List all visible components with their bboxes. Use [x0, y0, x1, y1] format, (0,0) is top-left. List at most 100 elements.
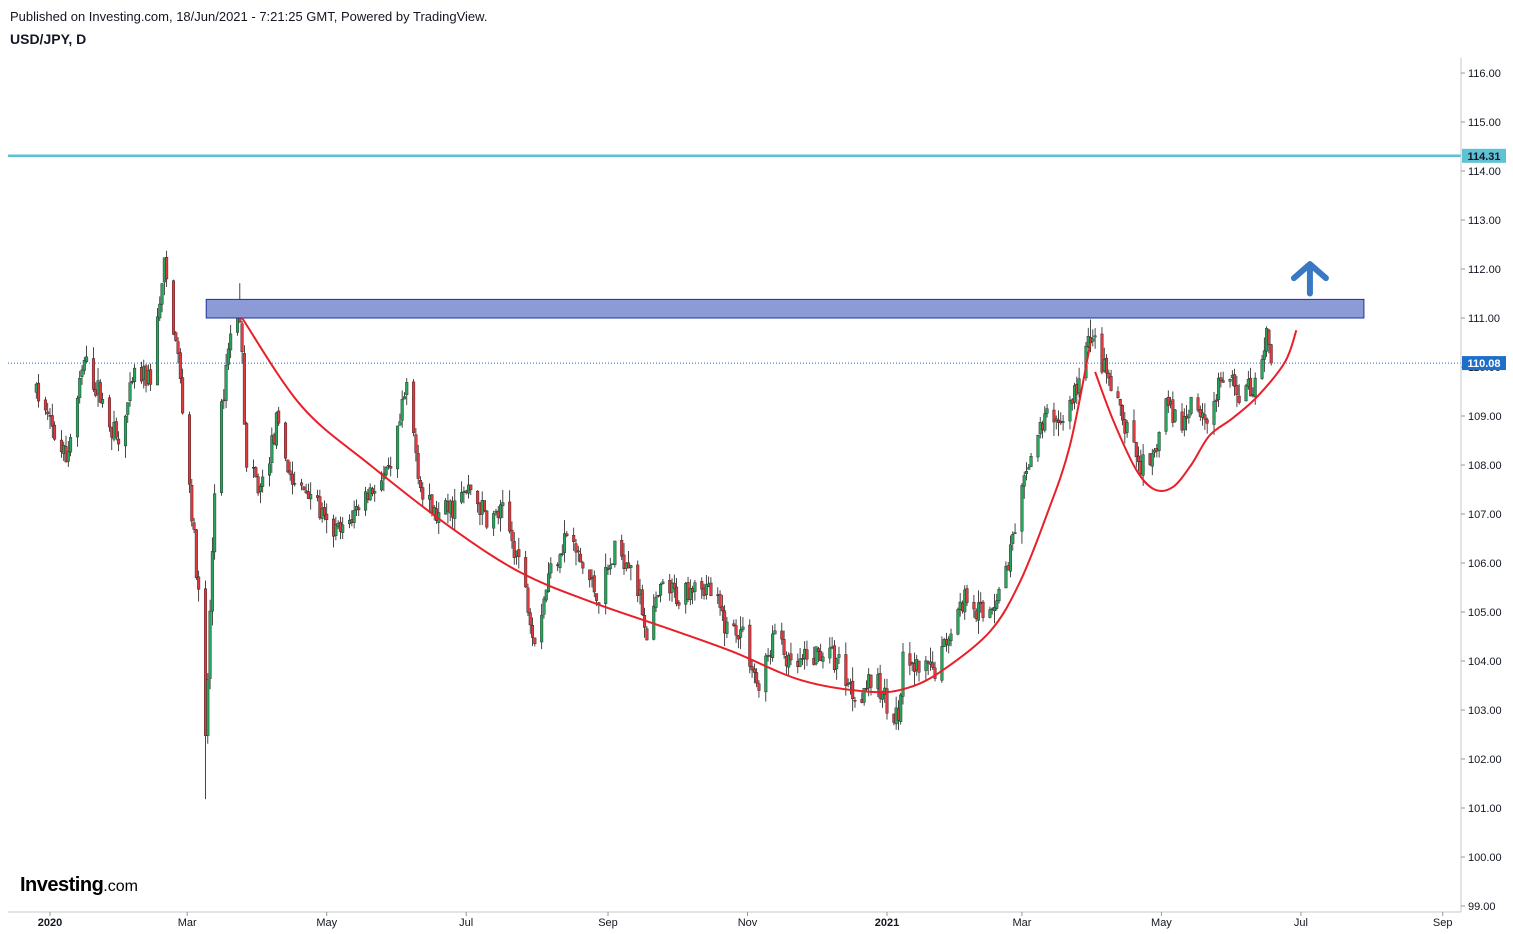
candle — [844, 642, 848, 696]
candle — [373, 484, 377, 502]
candle-body — [174, 332, 178, 341]
candle-body — [526, 587, 530, 613]
candle — [114, 417, 118, 441]
cup-curve[interactable] — [241, 317, 1092, 694]
candle — [1187, 409, 1191, 424]
y-tick-label: 101.00 — [1468, 803, 1502, 815]
candle — [155, 307, 159, 386]
candle-body — [709, 582, 713, 597]
candle-body — [976, 602, 980, 621]
candle — [208, 599, 212, 690]
candle-body — [1132, 420, 1136, 443]
candle — [133, 364, 137, 389]
candle — [956, 607, 960, 636]
candle — [80, 365, 84, 385]
candle — [748, 619, 752, 674]
candle-body — [492, 513, 496, 529]
candle-body — [542, 598, 546, 615]
candle — [608, 557, 612, 575]
candle-body — [677, 602, 681, 606]
candle — [613, 540, 617, 568]
candle-body — [1237, 395, 1241, 403]
candle-body — [1024, 470, 1028, 474]
candle-body — [1203, 414, 1207, 420]
candle — [126, 402, 130, 423]
candle-body — [576, 550, 580, 553]
candle-body — [869, 674, 873, 688]
candle — [171, 279, 175, 336]
candle-body — [1173, 409, 1177, 422]
investing-logo: Investing.com — [20, 874, 138, 897]
candle-body — [693, 582, 697, 592]
candle-body — [1205, 419, 1209, 424]
candle — [405, 378, 409, 406]
candle-body — [1118, 399, 1122, 406]
candle-body — [675, 586, 679, 605]
candle — [492, 510, 496, 536]
candle — [542, 596, 546, 619]
candle-body — [592, 575, 596, 593]
candle-body — [741, 626, 745, 630]
candle — [274, 411, 278, 450]
candle-body — [572, 535, 576, 542]
candle — [334, 516, 338, 541]
candle — [1189, 396, 1193, 416]
candle — [659, 582, 663, 603]
candle-body — [659, 584, 663, 596]
candle-body — [917, 660, 921, 673]
candle-body — [206, 679, 210, 736]
candle-body — [579, 553, 583, 563]
candle — [210, 537, 214, 626]
up-arrow-icon[interactable] — [1290, 261, 1329, 297]
candle-body — [965, 588, 969, 603]
candle — [197, 570, 201, 602]
candle — [400, 390, 404, 428]
candle — [322, 500, 326, 521]
candle — [1013, 523, 1017, 535]
candle-body — [1196, 397, 1200, 411]
candle-body — [1235, 385, 1239, 396]
candle — [242, 345, 246, 425]
candle-body — [533, 637, 537, 645]
candle — [499, 499, 503, 532]
handle-curve[interactable] — [1094, 329, 1298, 493]
candle-body — [155, 316, 159, 386]
candle-body — [629, 565, 633, 568]
candle — [510, 521, 514, 549]
candle-body — [517, 549, 521, 558]
candle — [1164, 397, 1168, 435]
candle-body — [194, 529, 198, 579]
candle — [1118, 398, 1122, 417]
resistance-zone[interactable] — [205, 298, 1365, 319]
candle — [704, 575, 708, 600]
candle — [293, 471, 297, 487]
candle — [672, 574, 676, 598]
logo-text: Investing — [20, 874, 104, 896]
candle-body — [302, 486, 306, 490]
candle-body — [645, 628, 649, 641]
candle — [1100, 327, 1104, 375]
candle — [734, 619, 738, 643]
candle — [398, 413, 402, 426]
candle-body — [1260, 359, 1264, 379]
candle — [128, 372, 132, 407]
candle — [1093, 328, 1097, 349]
candle-body — [128, 382, 132, 402]
candle — [757, 680, 761, 698]
candle-body — [373, 491, 377, 494]
candle-body — [398, 421, 402, 426]
candle — [240, 320, 244, 365]
candle — [245, 421, 249, 472]
candle — [364, 486, 368, 516]
candle-body — [300, 482, 304, 486]
candle-body — [748, 624, 752, 667]
candle-body — [400, 399, 404, 421]
candle-body — [595, 593, 599, 601]
candle-body — [256, 476, 260, 494]
candle-body — [1269, 344, 1273, 364]
candle — [190, 478, 194, 527]
candle — [1077, 367, 1081, 398]
candle — [933, 661, 937, 682]
candle-body — [656, 595, 660, 597]
